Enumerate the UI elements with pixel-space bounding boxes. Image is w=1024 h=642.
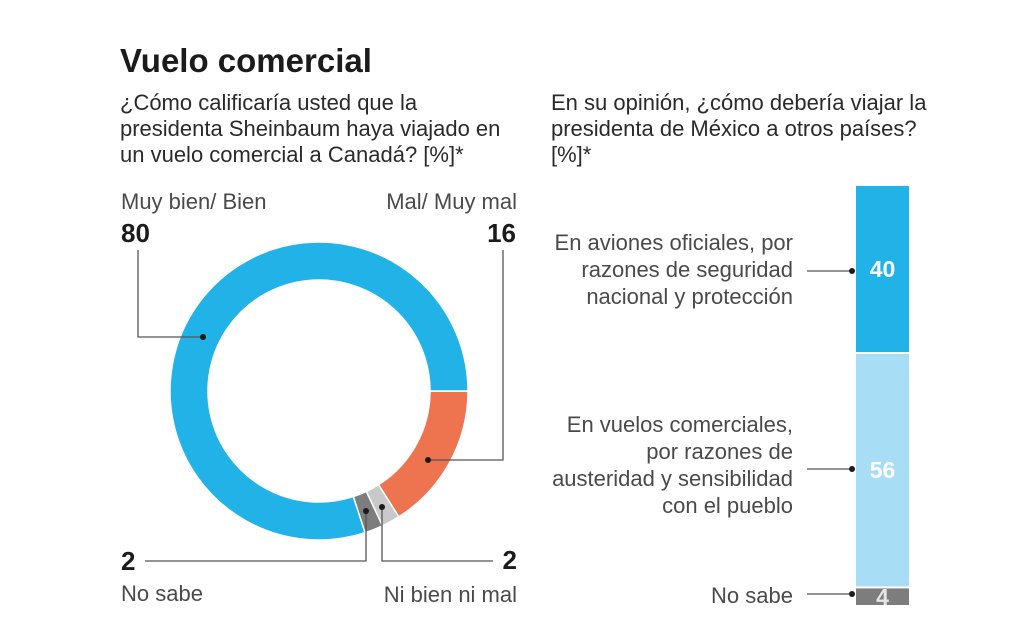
bar-label-line: austeridad y sensibilidad (552, 466, 793, 491)
bar-segment-oficiales (856, 186, 909, 352)
bar-value-oficiales: 40 (869, 256, 896, 282)
bar-question-line: [%]* (551, 142, 592, 167)
donut-question-line: ¿Cómo calificaría usted que la (120, 90, 418, 115)
bar-segment-no-sabe (856, 588, 909, 605)
leader-dot (849, 591, 855, 597)
leader-dot (425, 457, 431, 463)
bar-segment-comerciales (856, 354, 909, 587)
bar-value-no-sabe: 4 (876, 583, 889, 610)
slice-label-muy-bien: Muy bien/ Bien (121, 189, 267, 214)
donut-slice-muy-bien (169, 241, 469, 541)
donut-question: ¿Cómo calificaría usted que la president… (120, 90, 500, 168)
leader-dots (200, 268, 855, 597)
bar-label-line: por razones de (646, 439, 793, 464)
donut-question-line: un vuelo comercial a Canadá? [%]* (120, 142, 464, 167)
bar-question: En su opinión, ¿cómo debería viajar la p… (551, 90, 926, 168)
slice-value-ni-bien: 2 (502, 545, 517, 575)
leader-dot (379, 504, 385, 510)
slice-value-no-sabe: 2 (121, 546, 136, 576)
leader-line-mal (428, 250, 504, 461)
bar-label-line: con el pueblo (662, 493, 793, 518)
leader-line-ni-bien (381, 507, 493, 562)
leader-lines (137, 250, 852, 595)
leader-line-muy-bien (137, 250, 203, 338)
bar-label-line: En vuelos comerciales, (566, 412, 793, 437)
slice-value-muy-bien: 80 (121, 218, 150, 248)
bar-question-line: En su opinión, ¿cómo debería viajar la (551, 90, 927, 115)
stacked-bar-chart (856, 186, 909, 605)
bar-label-line: nacional y protección (586, 284, 793, 309)
donut-chart (169, 241, 469, 541)
slice-label-mal: Mal/ Muy mal (386, 189, 517, 214)
bar-question-line: presidenta de México a otros países? (551, 116, 917, 141)
leader-dot (200, 334, 206, 340)
leader-dot (363, 508, 369, 514)
bar-label-comerciales: En vuelos comerciales, por razones de au… (552, 411, 793, 519)
slice-label-ni-bien: Ni bien ni mal (383, 582, 517, 607)
slice-label-no-sabe: No sabe (121, 581, 203, 606)
donut-question-line: presidenta Sheinbaum haya viajado en (120, 116, 501, 141)
bar-label-line: En aviones oficiales, por (554, 230, 793, 255)
bar-label-no-sabe: No sabe (711, 582, 793, 609)
bar-label-oficiales: En aviones oficiales, por razones de seg… (555, 229, 793, 310)
bar-label-line: razones de seguridad (581, 257, 793, 282)
leader-dot (849, 268, 855, 274)
slice-value-mal: 16 (487, 218, 516, 248)
leader-line-no-sabe (145, 511, 367, 562)
bar-label-line: No sabe (711, 583, 793, 608)
donut-slice-mal (377, 390, 469, 518)
leader-dot (849, 466, 855, 472)
bar-value-comerciales: 56 (869, 457, 896, 484)
page-title: Vuelo comercial (120, 42, 372, 79)
